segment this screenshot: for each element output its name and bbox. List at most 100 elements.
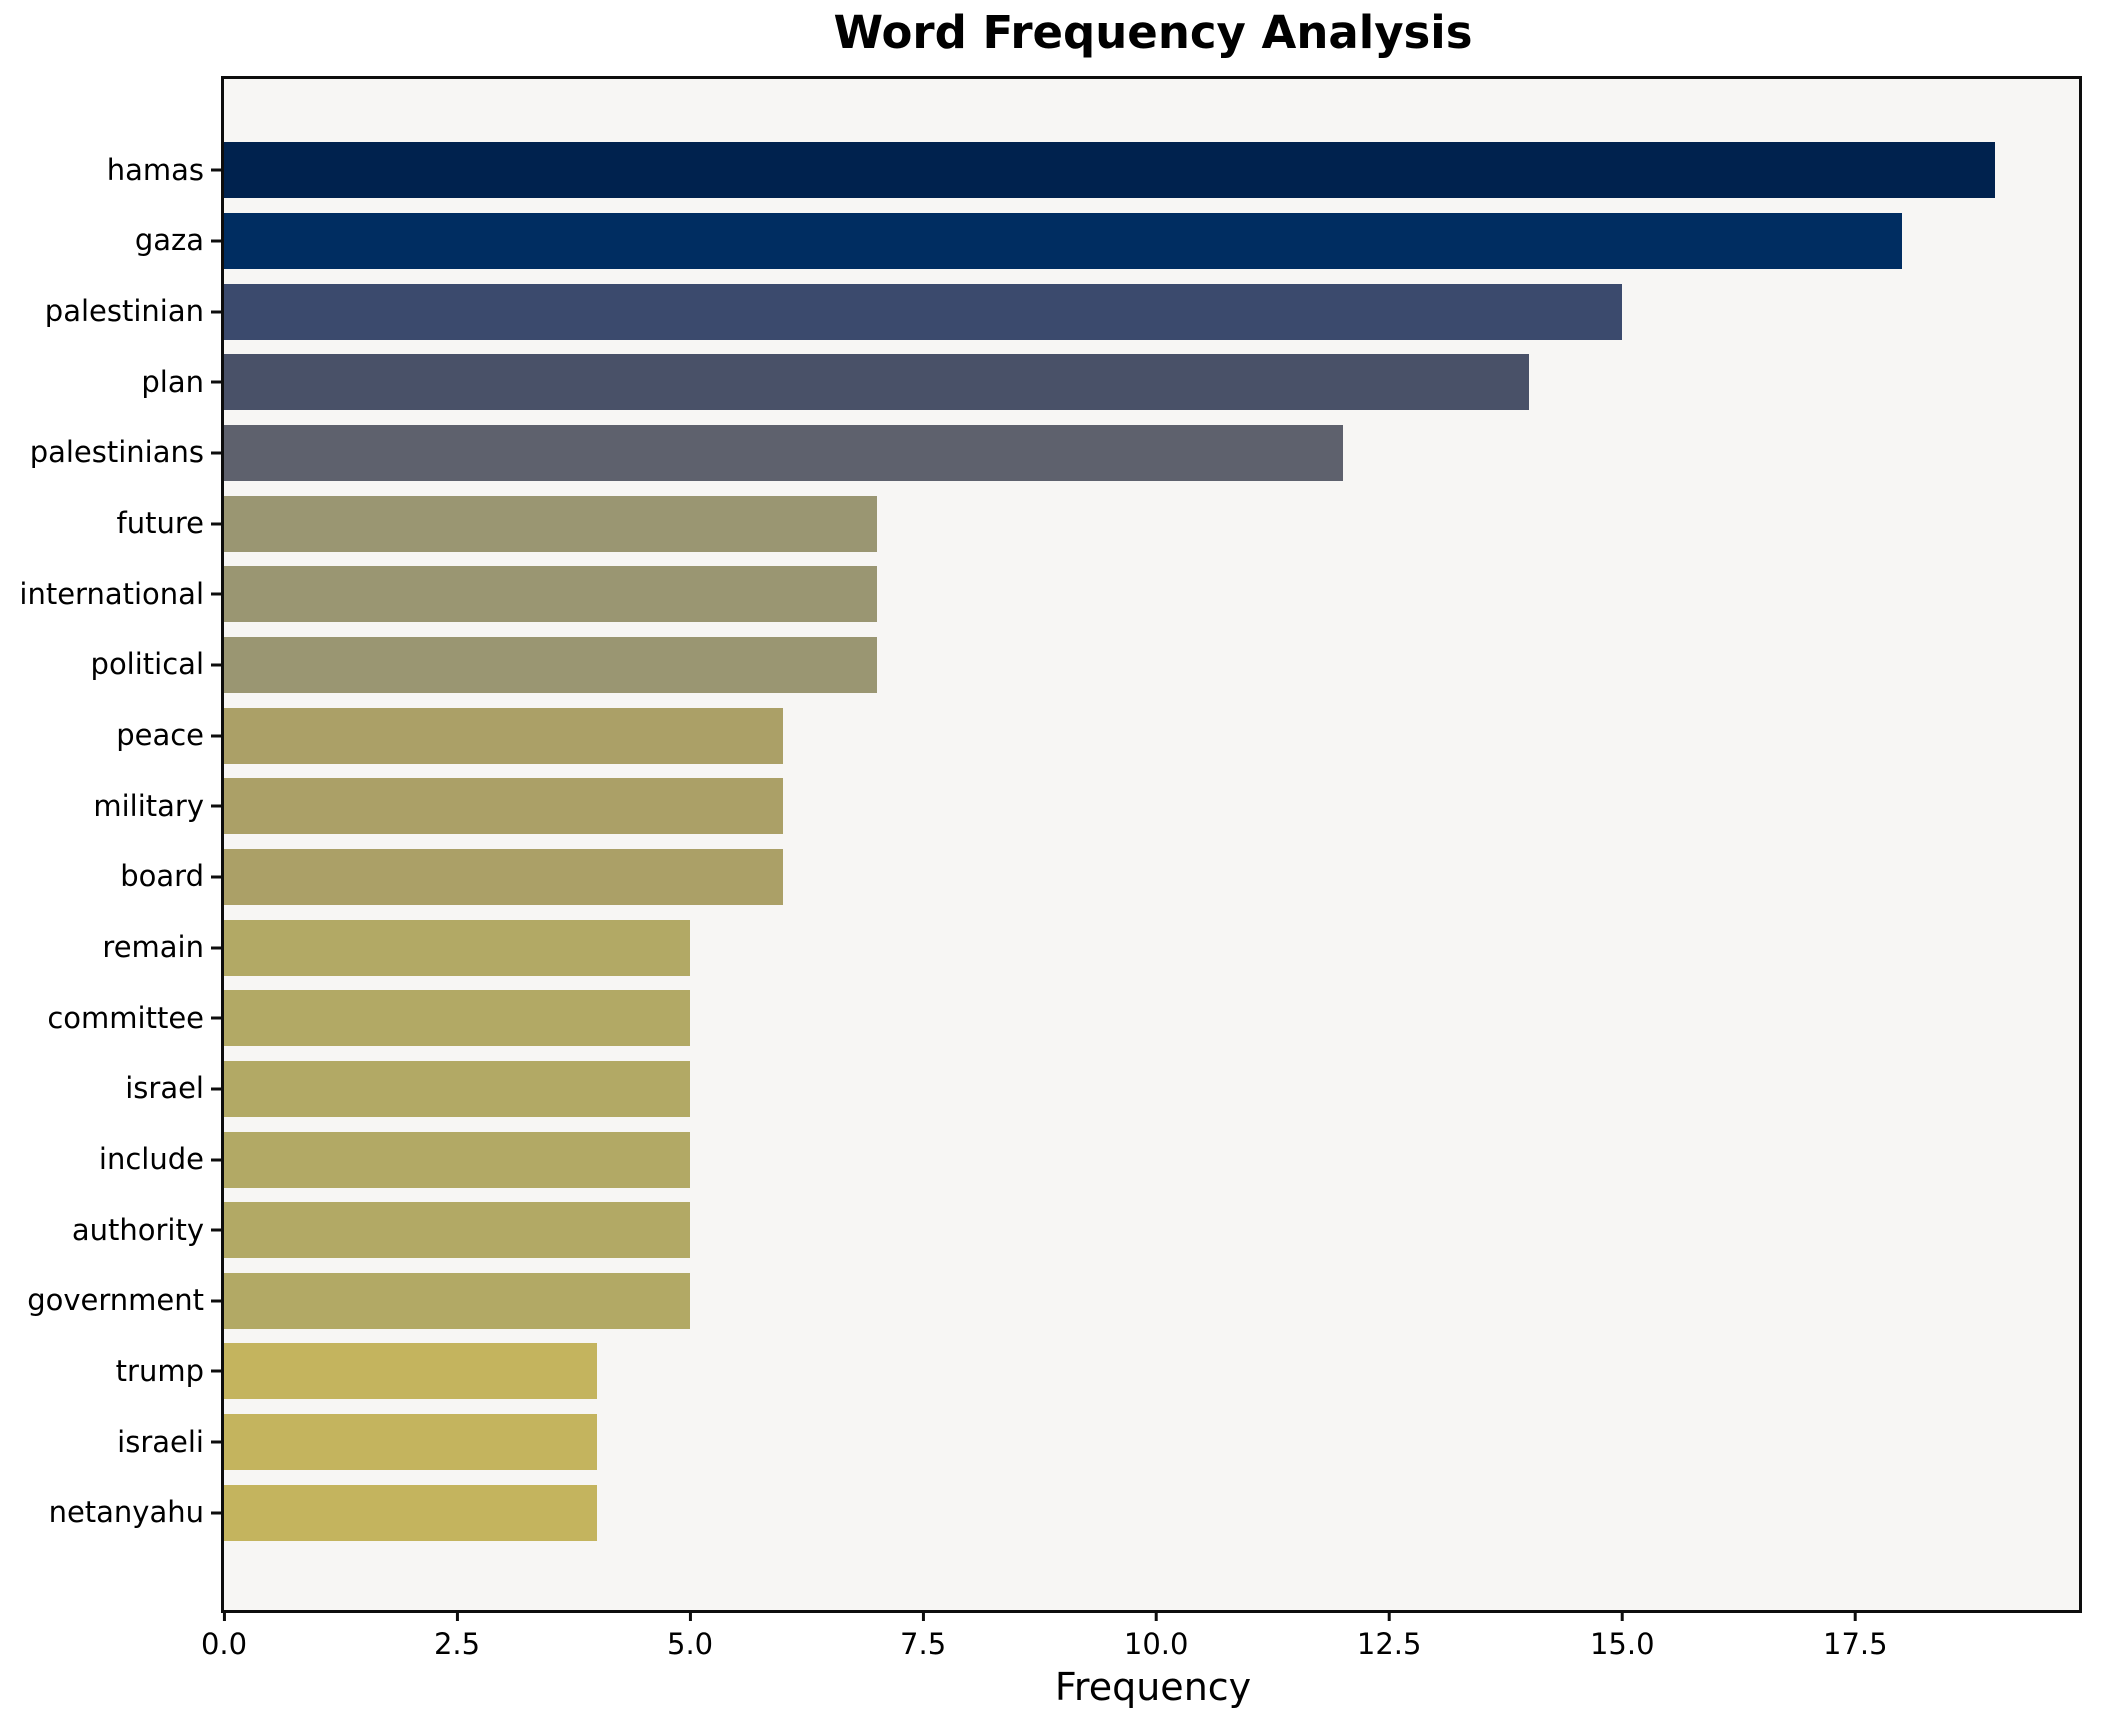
y-axis-category-label: netanyahu bbox=[48, 1495, 204, 1530]
y-axis-category-label: israeli bbox=[117, 1424, 204, 1459]
y-axis-tick-mark bbox=[211, 168, 221, 172]
bar-row: authority bbox=[72, 1195, 2079, 1266]
frequency-bar bbox=[224, 707, 784, 764]
bar-row: plan bbox=[141, 347, 2079, 418]
frequency-bar bbox=[224, 1060, 691, 1117]
y-axis-tick-mark bbox=[211, 946, 221, 950]
x-axis-tick: 5.0 bbox=[667, 1610, 713, 1659]
bar-row: political bbox=[91, 630, 2079, 701]
x-axis-tick: 12.5 bbox=[1356, 1610, 1422, 1661]
bars-container: hamas gaza palestinian plan palestinians… bbox=[19, 79, 2079, 1610]
bar-row: hamas bbox=[107, 135, 2079, 206]
x-axis-tick-mark bbox=[1853, 1610, 1857, 1621]
bar-row: board bbox=[120, 842, 2079, 913]
y-axis-category-label: political bbox=[90, 647, 204, 682]
bar-row: trump bbox=[116, 1336, 2079, 1407]
frequency-bar bbox=[224, 1202, 691, 1259]
bar-row: international bbox=[19, 559, 2079, 630]
x-axis-tick-mark bbox=[1620, 1610, 1624, 1621]
x-axis-tick-mark bbox=[921, 1610, 925, 1621]
bar-row: gaza bbox=[135, 206, 2079, 277]
bar-row: israeli bbox=[117, 1407, 2079, 1478]
x-axis-tick-mark bbox=[222, 1610, 226, 1621]
bar-row: netanyahu bbox=[49, 1477, 2079, 1548]
bar-row: peace bbox=[116, 700, 2079, 771]
x-axis-tick-label: 12.5 bbox=[1356, 1627, 1422, 1661]
x-axis-tick-mark bbox=[688, 1610, 692, 1621]
frequency-bar bbox=[224, 212, 1902, 269]
y-axis-tick-mark bbox=[211, 310, 221, 314]
y-axis-tick-mark bbox=[211, 1228, 221, 1232]
x-axis-tick: 17.5 bbox=[1823, 1610, 1888, 1659]
bar-row: military bbox=[93, 771, 2079, 842]
bar-row: government bbox=[27, 1266, 2079, 1337]
y-axis-tick-mark bbox=[211, 1299, 221, 1303]
frequency-bar bbox=[224, 990, 691, 1047]
y-axis-category-label: gaza bbox=[134, 223, 204, 258]
x-axis-tick-label: 0.0 bbox=[200, 1627, 248, 1661]
y-axis-tick-mark bbox=[211, 1016, 221, 1020]
y-axis-category-label: board bbox=[120, 859, 204, 894]
x-axis-tick-label: 10.0 bbox=[1123, 1627, 1189, 1661]
y-axis-category-label: international bbox=[19, 576, 204, 611]
y-axis-tick-mark bbox=[211, 804, 221, 808]
y-axis-tick-mark bbox=[211, 592, 221, 596]
x-axis-tick: 15.0 bbox=[1590, 1610, 1655, 1659]
y-axis-category-label: israel bbox=[125, 1071, 204, 1106]
frequency-bar bbox=[224, 354, 1530, 411]
x-axis-tick-mark bbox=[1387, 1610, 1391, 1621]
bar-row: future bbox=[117, 488, 2079, 559]
y-axis-category-label: palestinians bbox=[29, 435, 204, 470]
bar-row: israel bbox=[125, 1054, 2079, 1125]
x-axis-tick-label: 17.5 bbox=[1822, 1627, 1888, 1661]
y-axis-tick-mark bbox=[211, 522, 221, 526]
y-axis-tick-mark bbox=[211, 451, 221, 455]
x-axis-ticks: 0.0 2.5 5.0 7.5 10.0 12.5 15.0 17.5 bbox=[201, 1610, 2079, 1680]
frequency-bar bbox=[224, 919, 691, 976]
y-axis-tick-mark bbox=[211, 875, 221, 879]
frequency-bar bbox=[224, 1343, 597, 1400]
x-axis-tick-label: 15.0 bbox=[1589, 1627, 1655, 1661]
frequency-bar bbox=[224, 848, 784, 905]
bar-row: remain bbox=[102, 912, 2079, 983]
frequency-bar bbox=[224, 636, 877, 693]
x-axis-tick: 0.0 bbox=[201, 1610, 247, 1659]
y-axis-tick-mark bbox=[211, 1511, 221, 1515]
y-axis-category-label: government bbox=[27, 1283, 204, 1318]
x-axis-tick-label: 2.5 bbox=[433, 1627, 481, 1661]
x-axis-tick: 2.5 bbox=[434, 1610, 480, 1659]
y-axis-tick-mark bbox=[211, 239, 221, 243]
frequency-bar bbox=[224, 283, 1623, 340]
y-axis-tick-mark bbox=[211, 734, 221, 738]
plot-area: hamas gaza palestinian plan palestinians… bbox=[19, 76, 2082, 1659]
x-axis-tick: 7.5 bbox=[900, 1610, 946, 1659]
y-axis-category-label: military bbox=[93, 788, 204, 823]
frequency-bar bbox=[224, 566, 877, 623]
y-axis-category-label: authority bbox=[71, 1212, 204, 1247]
x-axis-tick-label: 7.5 bbox=[900, 1627, 947, 1661]
bar-row: palestinian bbox=[45, 276, 2079, 347]
frequency-bar bbox=[224, 424, 1343, 481]
frequency-bar bbox=[224, 1414, 597, 1471]
x-axis-tick: 10.0 bbox=[1123, 1610, 1189, 1661]
x-axis-tick-mark bbox=[455, 1610, 459, 1621]
bar-row: include bbox=[99, 1124, 2079, 1195]
y-axis-category-label: future bbox=[116, 506, 204, 541]
y-axis-tick-mark bbox=[211, 1087, 221, 1091]
frequency-bar bbox=[224, 778, 784, 835]
y-axis-category-label: plan bbox=[141, 364, 204, 399]
y-axis-tick-mark bbox=[211, 1440, 221, 1444]
bar-row: palestinians bbox=[30, 418, 2079, 489]
y-axis-tick-mark bbox=[211, 663, 221, 667]
frequency-bar bbox=[224, 1484, 597, 1541]
y-axis-category-label: trump bbox=[115, 1353, 204, 1388]
x-axis-tick-label: 5.0 bbox=[667, 1627, 714, 1661]
chart-title: Word Frequency Analysis bbox=[833, 6, 1473, 59]
y-axis-category-label: committee bbox=[47, 1000, 204, 1035]
x-axis-label: Frequency bbox=[1054, 1665, 1252, 1709]
bar-row: committee bbox=[47, 983, 2079, 1054]
frequency-bar bbox=[224, 495, 877, 552]
x-axis-tick-mark bbox=[1154, 1610, 1158, 1621]
y-axis-category-label: hamas bbox=[106, 152, 204, 187]
y-axis-category-label: remain bbox=[102, 930, 204, 965]
